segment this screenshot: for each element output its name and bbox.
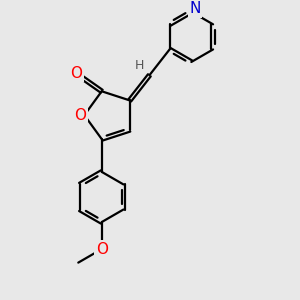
Text: O: O [74, 108, 86, 123]
Text: O: O [96, 242, 108, 256]
Text: N: N [190, 2, 201, 16]
Text: H: H [135, 59, 144, 72]
Text: O: O [70, 66, 83, 81]
